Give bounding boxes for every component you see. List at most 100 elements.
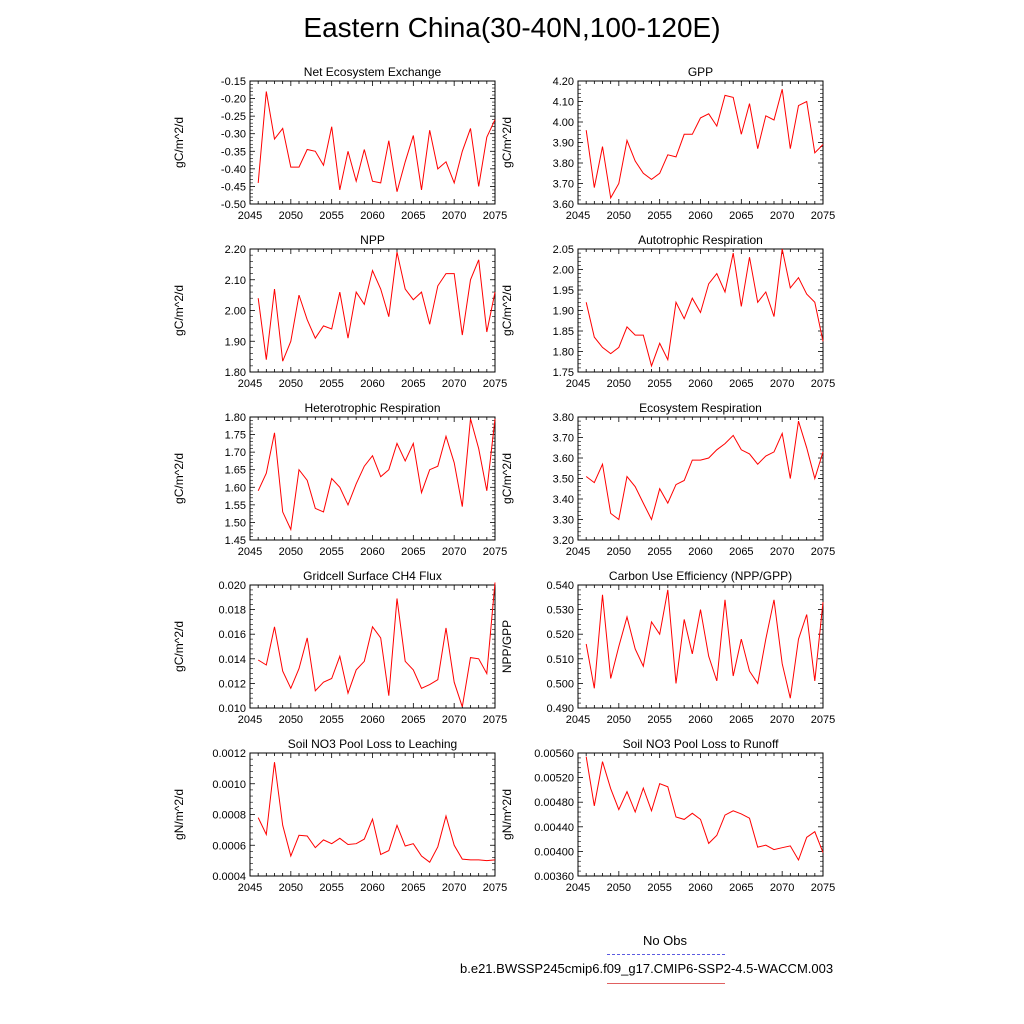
chart-title: Soil NO3 Pool Loss to Runoff bbox=[623, 737, 780, 751]
x-tick-label: 2060 bbox=[688, 210, 712, 222]
y-tick-label: -0.15 bbox=[221, 76, 246, 88]
y-tick-label: -0.35 bbox=[221, 146, 246, 158]
chart-gpp: 2045 2050 2055 2060 2065 2070 2075 4.20 4.10 4.00… bbox=[500, 65, 835, 222]
x-tick-label: 2075 bbox=[811, 714, 835, 726]
y-tick-label: 0.016 bbox=[218, 629, 246, 641]
y-tick-label: 1.65 bbox=[225, 465, 246, 477]
chart-title: Heterotrophic Respiration bbox=[304, 401, 440, 415]
y-tick-label: 2.00 bbox=[225, 306, 246, 318]
x-tick-label: 2065 bbox=[401, 210, 425, 222]
plot-frame bbox=[577, 752, 824, 877]
plot-frame bbox=[249, 248, 496, 373]
x-tick-label: 2050 bbox=[279, 210, 303, 222]
x-tick-label: 2045 bbox=[566, 378, 590, 390]
y-tick-label: 3.80 bbox=[553, 158, 574, 170]
y-axis-label: gN/m^2/d bbox=[172, 789, 186, 840]
chart-title: Net Ecosystem Exchange bbox=[304, 65, 442, 79]
chart-no3-leaching: 2045 2050 2055 2060 2065 2070 2075 0.0012 0.0010… bbox=[172, 737, 507, 894]
y-tick-label: -0.20 bbox=[221, 94, 246, 106]
y-axis-label: gN/m^2/d bbox=[500, 789, 514, 840]
series-line bbox=[257, 762, 496, 863]
x-tick-label: 2065 bbox=[729, 546, 753, 558]
y-axis-label: gC/m^2/d bbox=[172, 621, 186, 672]
x-tick-label: 2050 bbox=[607, 546, 631, 558]
x-tick-label: 2060 bbox=[688, 546, 712, 558]
x-tick-label: 2075 bbox=[483, 210, 507, 222]
chart-autotrophic-respiration: 2045 2050 2055 2060 2065 2070 2075 2.05 2.00 1.95… bbox=[500, 233, 835, 390]
y-tick-label: 1.80 bbox=[225, 412, 246, 424]
chart-net-ecosystem-exchange: 2045 2050 2055 2060 2065 2070 2075 -0.15 -0.20 -0… bbox=[172, 65, 507, 222]
x-tick-label: 2045 bbox=[566, 210, 590, 222]
y-tick-label: 0.00440 bbox=[534, 822, 574, 834]
y-tick-label: -0.25 bbox=[221, 111, 246, 123]
y-tick-label: 0.012 bbox=[218, 678, 246, 690]
plot-frame bbox=[577, 80, 824, 205]
x-tick-label: 2060 bbox=[360, 546, 384, 558]
x-tick-label: 2045 bbox=[238, 210, 262, 222]
x-tick-label: 2045 bbox=[566, 714, 590, 726]
y-tick-label: 3.40 bbox=[553, 494, 574, 506]
chart-carbon-use-efficiency: 2045 2050 2055 2060 2065 2070 2075 0.540 0.530 0.… bbox=[500, 569, 835, 726]
figure-title: Eastern China(30-40N,100-120E) bbox=[303, 12, 721, 43]
x-tick-label: 2045 bbox=[238, 546, 262, 558]
x-tick-label: 2070 bbox=[442, 546, 466, 558]
x-tick-label: 2070 bbox=[442, 210, 466, 222]
x-tick-label: 2075 bbox=[811, 210, 835, 222]
x-tick-label: 2070 bbox=[442, 714, 466, 726]
y-axis-label: gC/m^2/d bbox=[500, 453, 514, 504]
y-tick-label: 3.30 bbox=[553, 515, 574, 527]
x-tick-label: 2065 bbox=[729, 210, 753, 222]
series-line bbox=[257, 418, 496, 532]
x-tick-label: 2060 bbox=[360, 882, 384, 894]
y-tick-label: 1.55 bbox=[225, 500, 246, 512]
series-line bbox=[257, 251, 496, 362]
y-tick-label: 3.50 bbox=[553, 474, 574, 486]
y-tick-label: 0.00400 bbox=[534, 846, 574, 858]
y-tick-label: 3.20 bbox=[553, 535, 574, 547]
y-tick-label: 0.0010 bbox=[212, 779, 246, 791]
x-tick-label: 2075 bbox=[483, 378, 507, 390]
y-tick-label: -0.50 bbox=[221, 199, 246, 211]
y-tick-label: 0.500 bbox=[546, 678, 574, 690]
x-tick-label: 2075 bbox=[811, 378, 835, 390]
y-tick-label: 2.05 bbox=[553, 244, 574, 256]
y-tick-label: -0.45 bbox=[221, 181, 246, 193]
legend-obs-line bbox=[607, 954, 725, 955]
chart-no3-runoff: 2045 2050 2055 2060 2065 2070 2075 0.00560 0.005… bbox=[500, 737, 835, 894]
y-tick-label: 0.490 bbox=[546, 703, 574, 715]
x-tick-label: 2065 bbox=[401, 882, 425, 894]
y-tick-label: 1.60 bbox=[225, 482, 246, 494]
legend-model-line bbox=[607, 983, 725, 984]
x-tick-label: 2065 bbox=[401, 378, 425, 390]
y-tick-label: 0.520 bbox=[546, 629, 574, 641]
x-tick-label: 2055 bbox=[647, 882, 671, 894]
y-tick-label: 0.0008 bbox=[212, 810, 246, 822]
y-axis-label: gC/m^2/d bbox=[500, 117, 514, 168]
y-tick-label: 1.75 bbox=[553, 367, 574, 379]
x-tick-label: 2055 bbox=[647, 378, 671, 390]
y-tick-label: 0.00520 bbox=[534, 773, 574, 785]
y-tick-label: 0.018 bbox=[218, 605, 246, 617]
chart-npp: 2045 2050 2055 2060 2065 2070 2075 2.20 2.10 2.00… bbox=[172, 233, 507, 390]
chart-title: Soil NO3 Pool Loss to Leaching bbox=[288, 737, 457, 751]
y-tick-label: 0.020 bbox=[218, 580, 246, 592]
y-tick-label: 0.510 bbox=[546, 654, 574, 666]
x-tick-label: 2050 bbox=[279, 546, 303, 558]
y-tick-label: 4.20 bbox=[553, 76, 574, 88]
x-tick-label: 2055 bbox=[319, 714, 343, 726]
y-axis-label: gC/m^2/d bbox=[172, 285, 186, 336]
y-tick-label: 0.010 bbox=[218, 703, 246, 715]
x-tick-label: 2055 bbox=[647, 714, 671, 726]
x-tick-label: 2050 bbox=[607, 378, 631, 390]
x-tick-label: 2070 bbox=[442, 882, 466, 894]
chart-title: Autotrophic Respiration bbox=[638, 233, 763, 247]
y-tick-label: 0.00480 bbox=[534, 797, 574, 809]
x-tick-label: 2050 bbox=[279, 378, 303, 390]
x-tick-label: 2050 bbox=[607, 714, 631, 726]
y-axis-label: gC/m^2/d bbox=[172, 453, 186, 504]
x-tick-label: 2055 bbox=[319, 210, 343, 222]
chart-heterotrophic-respiration: 2045 2050 2055 2060 2065 2070 2075 1.80 1.75 1.70… bbox=[172, 401, 507, 558]
series-line bbox=[585, 89, 824, 200]
x-tick-label: 2055 bbox=[319, 882, 343, 894]
x-tick-label: 2045 bbox=[238, 882, 262, 894]
